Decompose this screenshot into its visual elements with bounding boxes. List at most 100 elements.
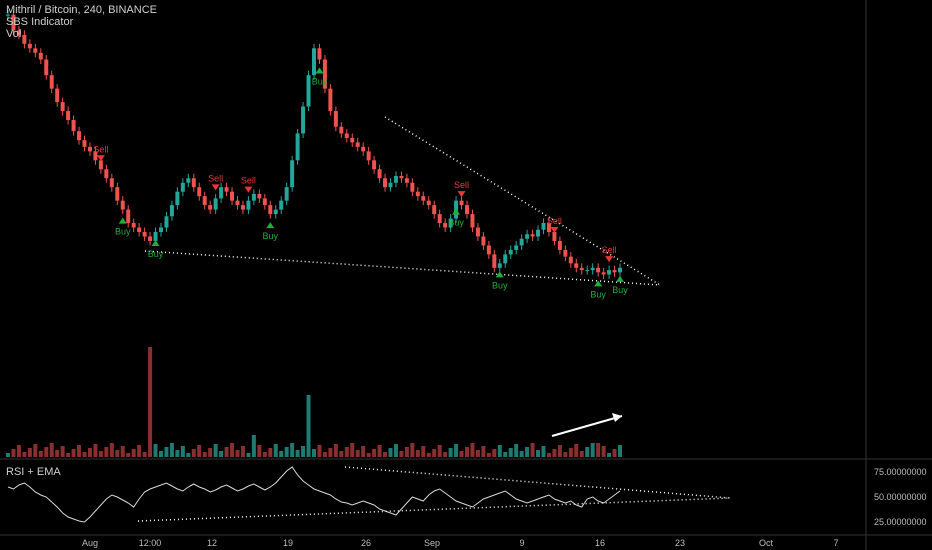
volume-bar (66, 453, 71, 457)
candle-body (230, 191, 235, 201)
candle-body (284, 187, 289, 201)
candle-body (175, 191, 180, 206)
candle-body (333, 111, 338, 127)
volume-bar (514, 444, 519, 457)
candle-body (312, 48, 316, 76)
candle-body (93, 151, 98, 161)
volume-bar (22, 452, 27, 457)
volume-bar (552, 449, 557, 457)
volume-bar (273, 444, 278, 457)
volume-bar (142, 452, 147, 457)
candle-body (301, 106, 306, 134)
sell-marker (211, 184, 220, 191)
rsi-label[interactable]: RSI + EMA (6, 466, 61, 478)
time-axis-tick: Aug (82, 538, 98, 548)
candle-body (273, 209, 278, 215)
candle-body (240, 205, 245, 210)
volume-bar (536, 450, 541, 457)
volume-bar (465, 447, 469, 457)
candle-body (164, 216, 169, 228)
buy-label: Buy (492, 280, 508, 290)
candle-body (574, 263, 579, 268)
volume-bar (38, 451, 43, 457)
candle-body (443, 223, 448, 228)
candle-body (219, 187, 224, 199)
rsi-axis-tick: 25.00000000 (874, 517, 927, 527)
volume-bar (109, 443, 114, 457)
volume-bar (530, 443, 535, 457)
candle-body (481, 236, 486, 246)
sell-label: Sell (547, 216, 562, 226)
candle-body (514, 245, 519, 250)
candle-body (191, 178, 196, 188)
candle-body (486, 245, 491, 255)
candle-body (55, 88, 60, 103)
volume-bar (508, 448, 513, 457)
volume-bar (290, 443, 295, 457)
sell-label: Sell (454, 180, 469, 190)
candle-body (383, 178, 388, 188)
symbol-title[interactable]: Mithril / Bitcoin, 240, BINANCE (6, 4, 157, 16)
candle-body (224, 187, 229, 192)
candle-body (115, 187, 120, 201)
sell-label: Sell (241, 176, 256, 186)
candle-body (519, 238, 524, 246)
candle-body (350, 137, 355, 143)
candle-body (508, 249, 513, 255)
candle-body (459, 200, 464, 206)
volume-bar (557, 445, 562, 457)
sell-marker (550, 226, 559, 233)
volume-bar (104, 447, 109, 457)
sell-marker (96, 155, 105, 162)
volume-bar (503, 452, 508, 457)
volume-bar (393, 444, 398, 457)
volume-bar (197, 445, 202, 457)
candle-body (257, 193, 262, 199)
candle-body (279, 200, 284, 210)
volume-bar (153, 444, 158, 457)
volume-bar (6, 453, 10, 457)
rsi-axis-tick: 75.00000000 (874, 467, 927, 477)
volume-bar (596, 443, 601, 457)
volume-bar (301, 446, 306, 457)
volume-bar (93, 444, 98, 457)
volume-bar (159, 451, 163, 457)
candle-body (49, 75, 54, 89)
volume-bar (388, 448, 393, 457)
volume-bar (410, 443, 415, 457)
volume-bar (295, 450, 300, 457)
volume-bar (432, 449, 437, 457)
volume-bar (470, 443, 475, 457)
sell-marker (605, 256, 614, 263)
buy-marker (616, 275, 624, 282)
volume-bar (191, 449, 196, 457)
candle-body (601, 272, 606, 275)
candle-body (38, 52, 43, 60)
candle-body (295, 133, 300, 161)
candle-body (148, 236, 153, 241)
indicator-sbs-label[interactable]: SBS Indicator (6, 16, 74, 28)
volume-bar (219, 451, 224, 457)
candle-body (552, 232, 557, 241)
candle-body (137, 227, 142, 232)
volume-bar (180, 446, 185, 457)
volume-bar (230, 443, 235, 457)
volume-bar (306, 395, 311, 457)
volume-bar (333, 444, 338, 457)
indicator-vol-label[interactable]: Vol (6, 28, 22, 40)
volume-bar (377, 445, 382, 457)
candle-body (437, 214, 442, 224)
candle-body (361, 146, 366, 152)
volume-bar (312, 449, 316, 457)
volume-bar (590, 443, 595, 457)
time-axis-tick: 12:00 (139, 538, 162, 548)
candle-body (159, 227, 163, 232)
buy-marker (594, 280, 603, 287)
candle-body (186, 178, 191, 183)
volume-bar (279, 451, 284, 457)
rsi-line (7, 466, 621, 523)
volume-bar (77, 445, 82, 457)
buy-marker (151, 240, 160, 246)
candle-body (131, 223, 136, 228)
